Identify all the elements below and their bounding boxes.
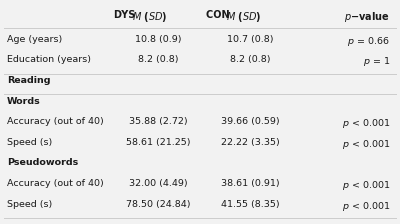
Text: 39.66 (0.59): 39.66 (0.59) <box>221 117 279 126</box>
Text: Education (years): Education (years) <box>7 55 91 64</box>
Text: $\bf{\mathit{M}}$ $\bf{(}$$\bf{\mathit{SD}}$$\bf{)}$: $\bf{\mathit{M}}$ $\bf{(}$$\bf{\mathit{S… <box>132 10 168 24</box>
Text: $\mathit{p}$ = 1: $\mathit{p}$ = 1 <box>363 55 390 68</box>
Text: Speed (s): Speed (s) <box>7 200 52 209</box>
Text: 58.61 (21.25): 58.61 (21.25) <box>126 138 190 147</box>
Text: $\mathit{p}$ = 0.66: $\mathit{p}$ = 0.66 <box>348 35 390 48</box>
Text: DYS: DYS <box>114 10 139 20</box>
Text: 41.55 (8.35): 41.55 (8.35) <box>221 200 279 209</box>
Text: 35.88 (2.72): 35.88 (2.72) <box>129 117 187 126</box>
Text: Age (years): Age (years) <box>7 35 62 44</box>
Text: 38.61 (0.91): 38.61 (0.91) <box>221 179 279 188</box>
Text: 10.7 (0.8): 10.7 (0.8) <box>227 35 273 44</box>
Text: $\mathit{p}$ < 0.001: $\mathit{p}$ < 0.001 <box>342 179 390 192</box>
Text: Words: Words <box>7 97 41 106</box>
Text: 32.00 (4.49): 32.00 (4.49) <box>129 179 187 188</box>
Text: Accuracy (out of 40): Accuracy (out of 40) <box>7 117 104 126</box>
Text: $\bf{\mathit{p}}$$\bf{-value}$: $\bf{\mathit{p}}$$\bf{-value}$ <box>344 10 390 24</box>
Text: 8.2 (0.8): 8.2 (0.8) <box>138 55 178 64</box>
Text: 10.8 (0.9): 10.8 (0.9) <box>135 35 181 44</box>
Text: $\mathit{p}$ < 0.001: $\mathit{p}$ < 0.001 <box>342 200 390 213</box>
Text: 8.2 (0.8): 8.2 (0.8) <box>230 55 270 64</box>
Text: $\mathit{p}$ < 0.001: $\mathit{p}$ < 0.001 <box>342 117 390 130</box>
Text: CON: CON <box>206 10 233 20</box>
Text: Speed (s): Speed (s) <box>7 138 52 147</box>
Text: 22.22 (3.35): 22.22 (3.35) <box>221 138 279 147</box>
Text: Reading: Reading <box>7 76 51 85</box>
Text: 78.50 (24.84): 78.50 (24.84) <box>126 200 190 209</box>
Text: $\bf{\mathit{M}}$ $\bf{(}$$\bf{\mathit{SD}}$$\bf{)}$: $\bf{\mathit{M}}$ $\bf{(}$$\bf{\mathit{S… <box>226 10 262 24</box>
Text: Pseudowords: Pseudowords <box>7 158 78 167</box>
Text: $\mathit{p}$ < 0.001: $\mathit{p}$ < 0.001 <box>342 138 390 151</box>
Text: Accuracy (out of 40): Accuracy (out of 40) <box>7 179 104 188</box>
